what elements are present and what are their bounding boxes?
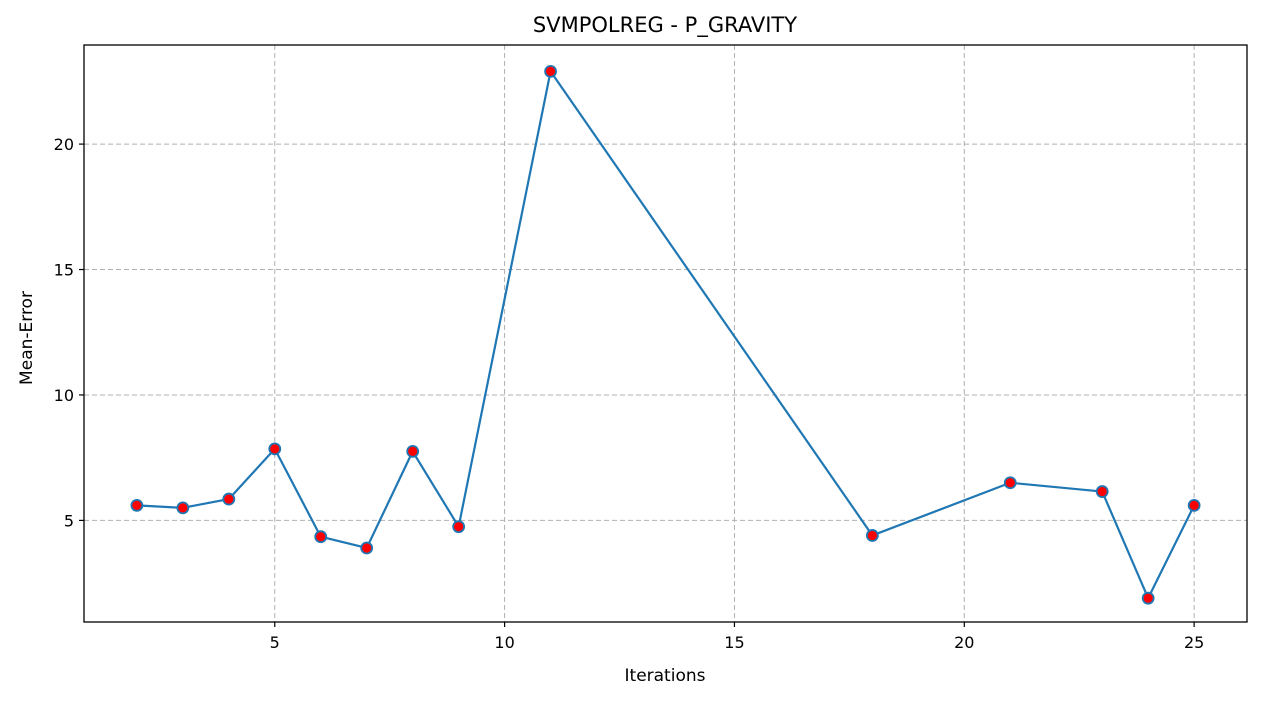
y-tick-label: 5 [64,511,74,530]
x-tick-label: 20 [954,633,974,652]
x-tick-label: 15 [724,633,744,652]
series-line [136,70,1196,600]
y-axis-label: Mean-Error [17,291,37,385]
data-point [314,530,328,544]
data-point [130,498,144,512]
plot-frame [83,44,1248,623]
data-point [176,501,190,515]
data-point [268,442,282,456]
data-point [1095,485,1109,498]
x-tick-label: 25 [1184,633,1204,652]
data-point [1003,476,1017,490]
data-point [406,445,420,458]
y-tick-label: 10 [54,386,74,405]
series-layer [130,64,1201,605]
data-point [1141,591,1155,605]
tick-layer: 5 10 15 20 25 5 10 15 20 [54,135,1205,652]
y-tick-label: 15 [54,261,74,280]
x-axis-label: Iterations [625,666,706,686]
x-tick-label: 5 [270,633,280,652]
y-tick-label: 20 [54,135,74,154]
data-point [1187,498,1201,512]
data-point [865,529,879,542]
x-tick-label: 10 [494,633,514,652]
data-point [222,492,236,506]
data-point [544,64,557,78]
data-point [360,541,374,555]
grid-layer [84,45,1247,622]
data-point [452,520,466,534]
chart-title: SVMPOLREG - P_GRAVITY [533,13,797,38]
